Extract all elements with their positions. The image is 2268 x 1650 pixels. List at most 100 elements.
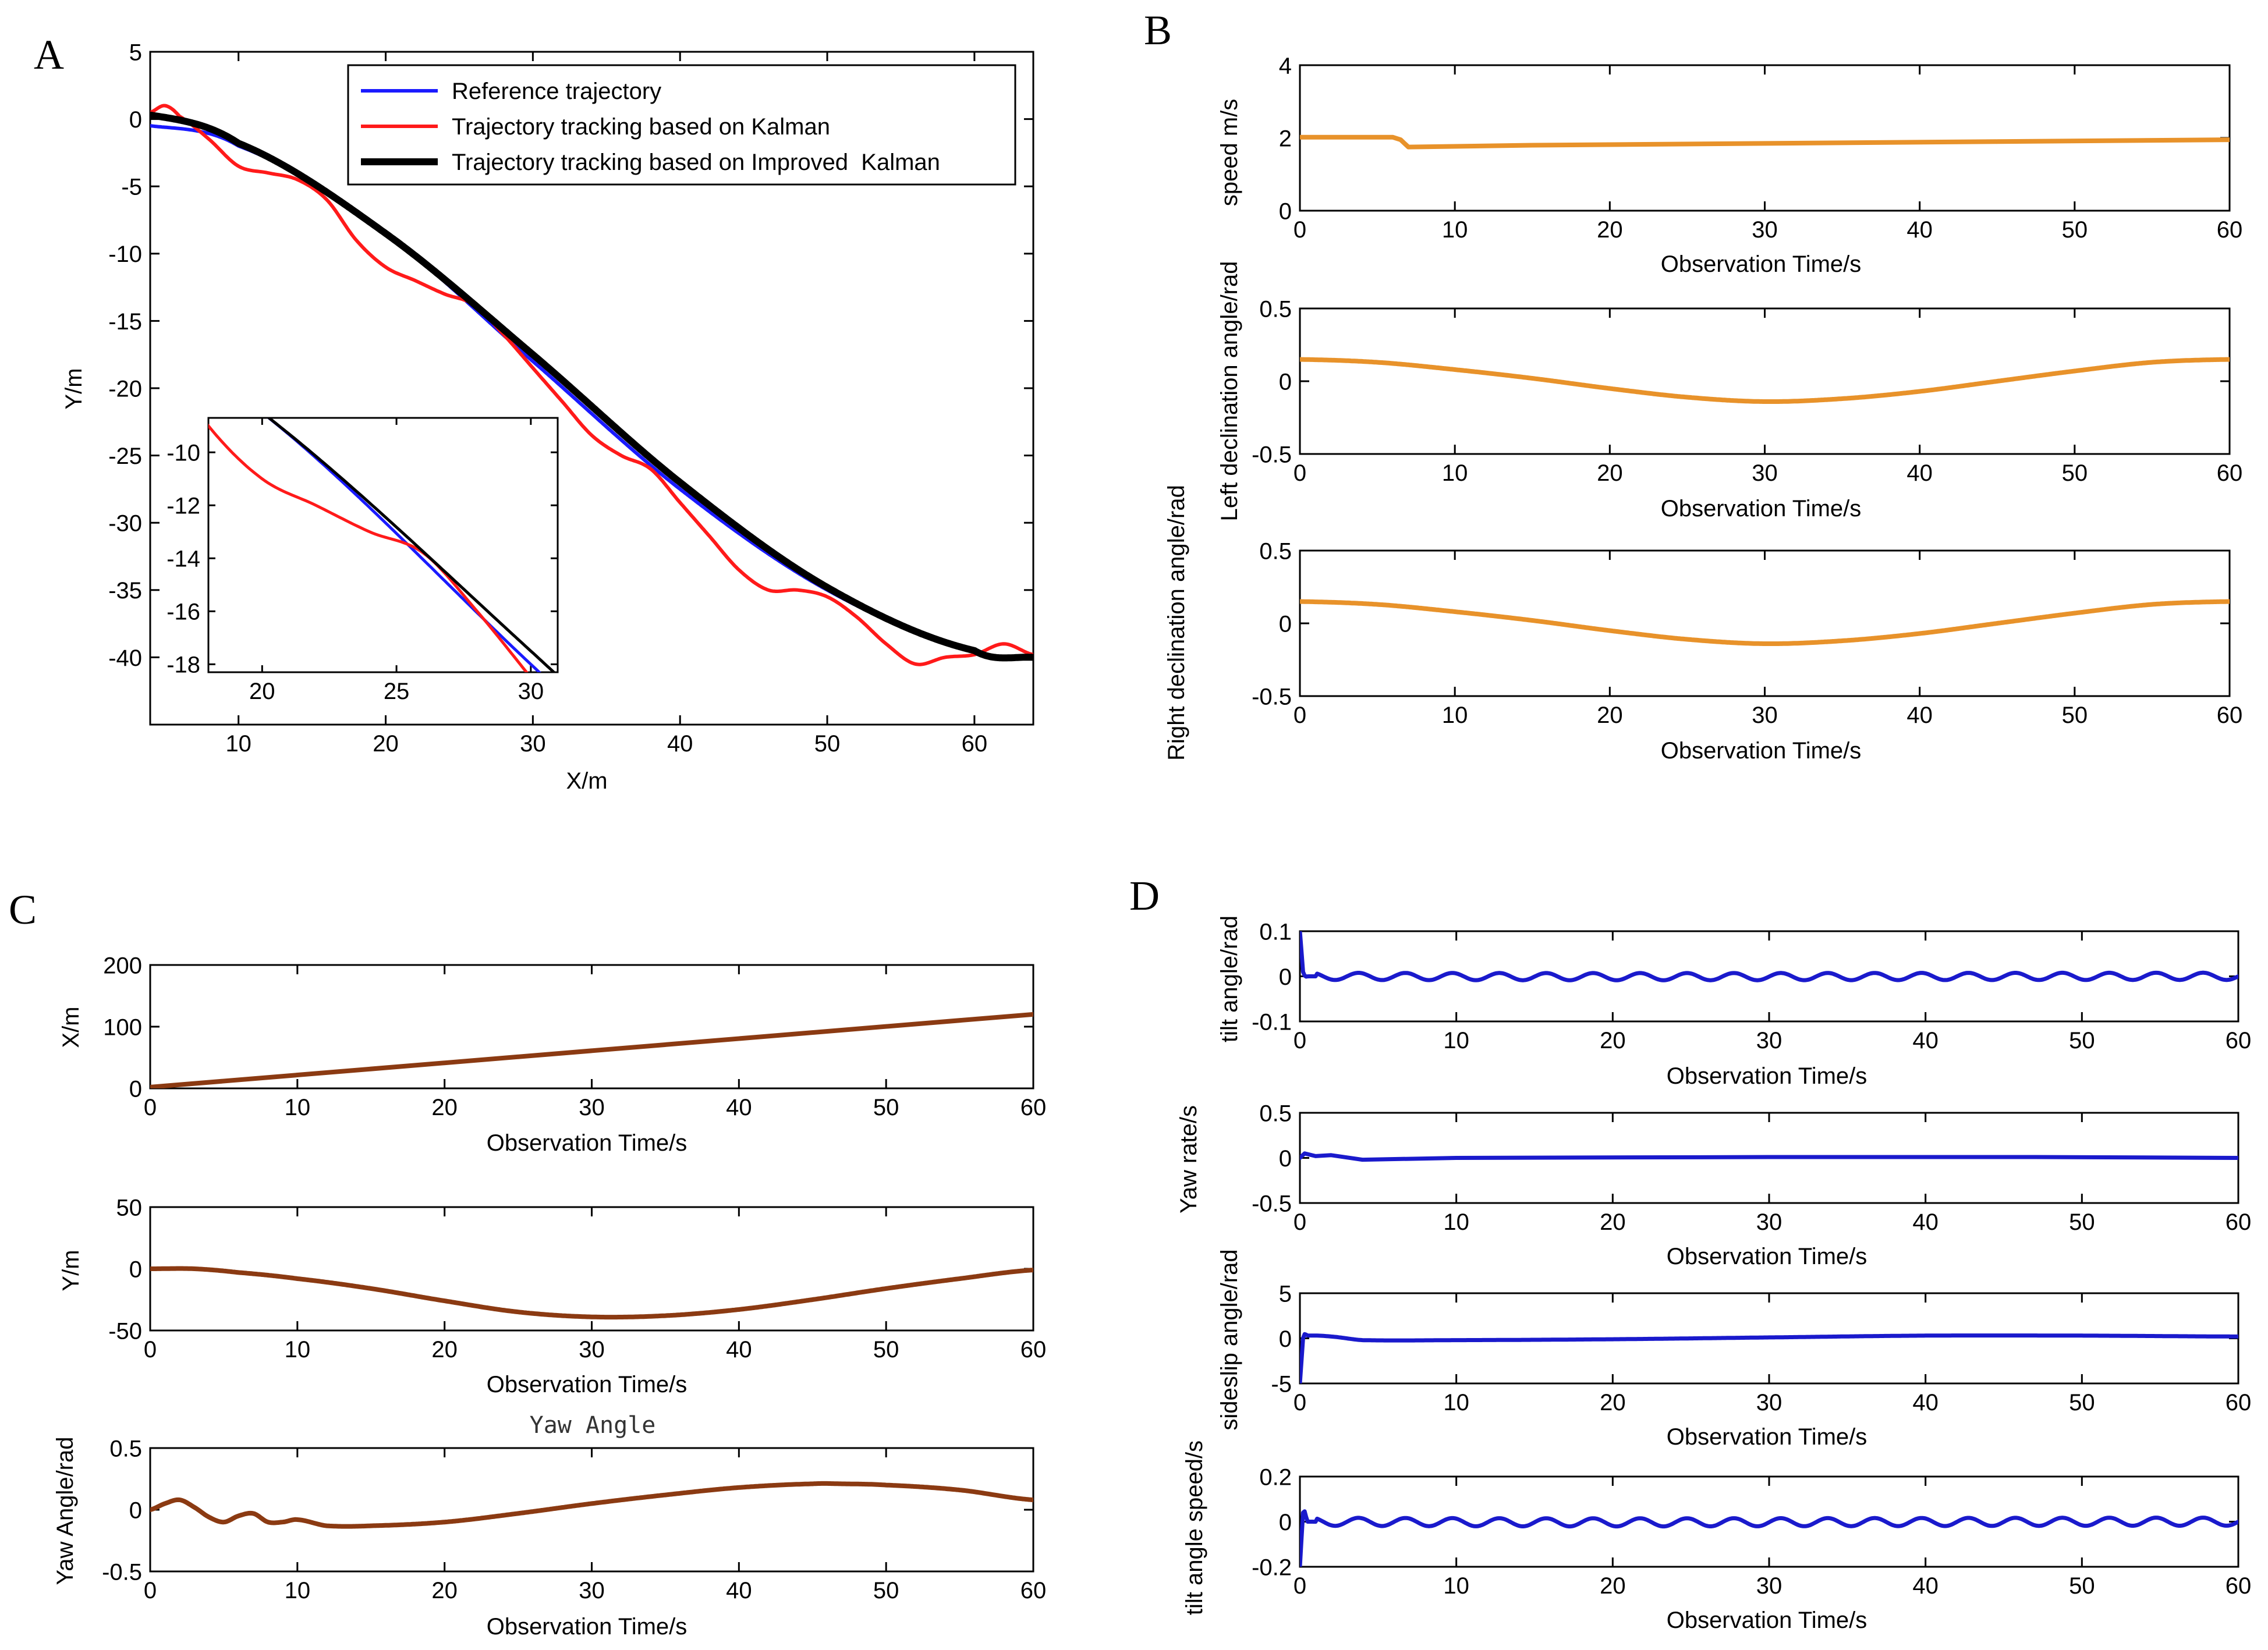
chart-c3-xlabel: Observation Time/s <box>487 1614 688 1640</box>
x-tick-label: 40 <box>1912 1209 1939 1235</box>
chart-b2-ylabel: Left declination angle/rad <box>1217 261 1242 521</box>
chart-b2-xlabel: Observation Time/s <box>1661 496 1862 521</box>
y-tick-label: 0 <box>1279 611 1292 637</box>
y-tick-label: -0.1 <box>1252 1009 1292 1035</box>
chart-d4-xlabel: Observation Time/s <box>1667 1608 1867 1633</box>
series-group <box>150 1012 1033 1088</box>
x-tick-label: 40 <box>726 1578 752 1603</box>
y-tick-label: -25 <box>108 443 142 469</box>
series-line-sideslip <box>1300 1332 2238 1383</box>
y-tick-label: 2 <box>1279 126 1292 151</box>
x-tick-label: 20 <box>249 679 275 704</box>
x-tick-label: 30 <box>1752 702 1778 728</box>
series-line-right-declination <box>1300 599 2230 646</box>
series-group <box>1300 134 2230 150</box>
series-group <box>1300 599 2230 646</box>
x-tick-label: 50 <box>2062 460 2088 486</box>
x-tick-label: 60 <box>2217 460 2243 486</box>
x-tick-label: 60 <box>962 731 988 757</box>
chart-d3-ylabel: sideslip angle/rad <box>1217 1249 1242 1430</box>
x-tick-label: 30 <box>1756 1573 1782 1599</box>
x-tick-label: 10 <box>1442 460 1468 486</box>
y-tick-label: -0.2 <box>1252 1555 1292 1580</box>
x-tick-label: 40 <box>1906 217 1933 243</box>
legend-label-reference: Reference trajectory <box>452 79 661 104</box>
series-line-trajectory-tracking-based-on-kalman <box>150 104 1033 666</box>
y-tick-label: -50 <box>108 1318 142 1344</box>
y-tick-label: 4 <box>1279 53 1292 79</box>
y-tick-label: -15 <box>108 309 142 335</box>
x-tick-label: 20 <box>431 1578 458 1603</box>
chart-c1-ylabel: X/m <box>58 1006 84 1048</box>
chart-b3-ylabel: Right declination angle/rad <box>1164 485 1189 761</box>
x-tick-label: 20 <box>1600 1209 1626 1235</box>
chart-a-xlabel: X/m <box>566 768 607 794</box>
x-tick-label: 10 <box>1443 1028 1469 1053</box>
x-tick-label: 0 <box>144 1095 157 1120</box>
series-line-tilt-angle <box>1300 931 2238 982</box>
x-tick-label: 30 <box>1752 460 1778 486</box>
y-tick-label: 0 <box>1279 964 1292 990</box>
x-tick-label: 10 <box>285 1095 311 1120</box>
y-tick-label: 0.5 <box>1259 1101 1292 1126</box>
x-tick-label: 20 <box>431 1095 458 1120</box>
chart-b3-xlabel: Observation Time/s <box>1661 738 1862 764</box>
speed-plot: 0 10 20 30 40 50 60 0 2 4 <box>1279 53 2243 243</box>
chart-d2-xlabel: Observation Time/s <box>1667 1244 1867 1269</box>
y-tick-label: -14 <box>166 547 200 572</box>
y-tick-label: 0.1 <box>1259 919 1292 945</box>
x-tick-label: 60 <box>1020 1578 1047 1603</box>
chart-c3-title: Yaw Angle <box>530 1412 656 1439</box>
x-tick-label: 20 <box>1597 702 1623 728</box>
yaw-rate-plot: 0 10 20 30 40 50 60-0.500.5 <box>1252 1101 2251 1235</box>
legend-label-improved: Trajectory tracking based on Improved Ka… <box>452 150 940 175</box>
x-tick-label: 40 <box>1912 1390 1939 1415</box>
x-tick-label: 40 <box>1912 1573 1939 1599</box>
x-tick-label: 0 <box>1294 1028 1306 1053</box>
y-tick-label: 0 <box>129 1498 142 1523</box>
x-tick-label: 30 <box>518 679 544 704</box>
y-tick-label: 0.5 <box>109 1436 142 1461</box>
x-tick-label: 60 <box>1020 1095 1047 1120</box>
chart-d1-ylabel: tilt angle/rad <box>1217 916 1242 1042</box>
x-tick-label: 50 <box>2069 1209 2095 1235</box>
x-tick-label: 30 <box>579 1337 605 1362</box>
series-line-x <box>150 1012 1033 1088</box>
y-tick-label: 0.5 <box>1259 538 1292 564</box>
panel-label-a: A <box>34 31 64 78</box>
series-group <box>1300 931 2238 982</box>
x-tick-label: 0 <box>1294 702 1306 728</box>
x-tick-label: 50 <box>873 1337 899 1362</box>
x-tick-label: 30 <box>579 1095 605 1120</box>
y-tick-label: 50 <box>116 1195 143 1220</box>
y-tick-label: 0 <box>1279 1326 1292 1352</box>
chart-d2-ylabel: Yaw rate/s <box>1176 1105 1202 1213</box>
x-tick-label: 40 <box>1906 460 1933 486</box>
x-tick-label: 10 <box>225 731 251 757</box>
x-tick-label: 60 <box>2226 1209 2252 1235</box>
x-tick-label: 60 <box>1020 1337 1047 1362</box>
trajectory-legend: Reference trajectory Trajectory tracking… <box>347 64 1016 186</box>
x-tick-label: 0 <box>144 1337 157 1362</box>
y-tick-label: -10 <box>166 441 200 466</box>
axes-box <box>149 1206 1034 1332</box>
y-tick-label: -10 <box>108 242 142 267</box>
x-tick-label: 60 <box>2226 1573 2252 1599</box>
x-tick-label: 20 <box>1600 1573 1626 1599</box>
chart-c3-ylabel: Yaw Angle/rad <box>52 1437 78 1585</box>
panel-label-c: C <box>9 886 37 933</box>
right-declination-plot: 0 10 20 30 40 50 60-0.500.5 <box>1252 538 2242 728</box>
y-tick-label: 0 <box>1279 369 1292 395</box>
y-tick-label: -35 <box>108 578 142 604</box>
y-tick-label: 0 <box>129 1076 142 1102</box>
axes-box <box>149 1447 1034 1573</box>
series-group <box>150 1266 1033 1320</box>
y-tick-label: 0.5 <box>1259 296 1292 322</box>
x-tick-label: 20 <box>373 731 399 757</box>
x-tick-label: 10 <box>1443 1390 1469 1415</box>
x-tick-label: 0 <box>144 1578 157 1603</box>
x-tick-label: 50 <box>2069 1028 2095 1053</box>
chart-a-ylabel: Y/m <box>61 368 87 409</box>
x-tick-label: 10 <box>285 1337 311 1362</box>
